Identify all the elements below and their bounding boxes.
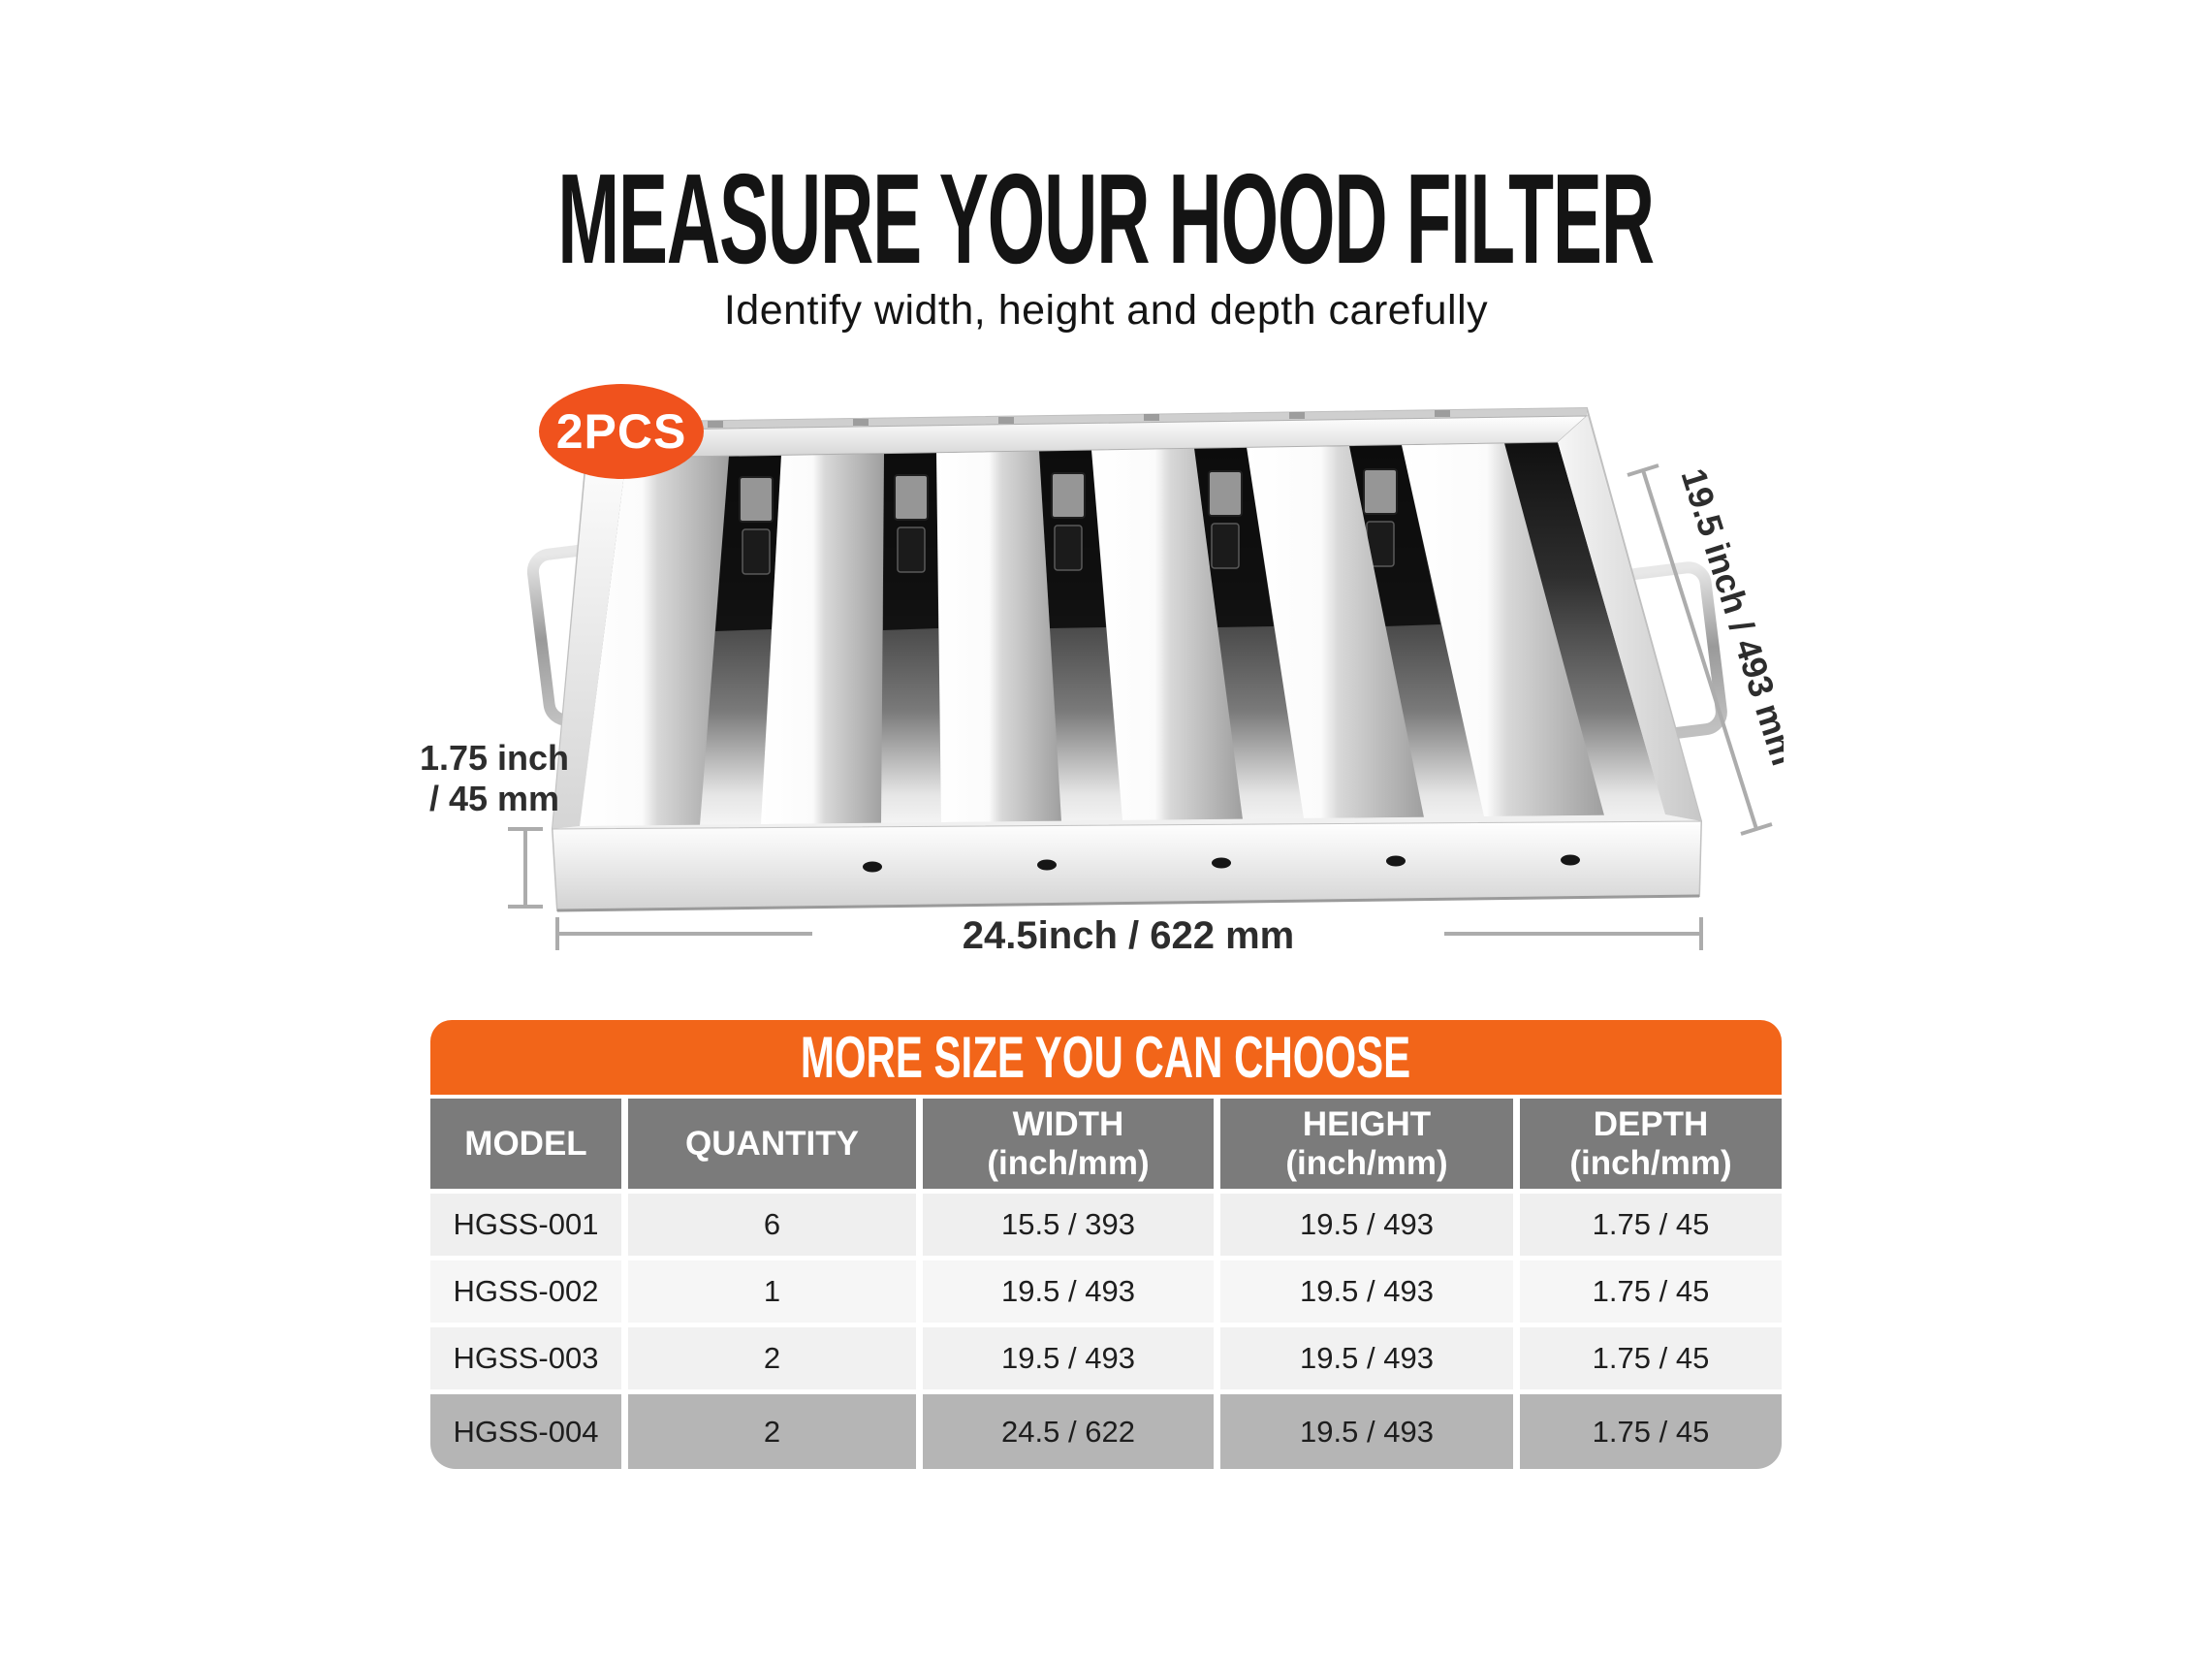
size-table-banner-text: MORE SIZE YOU CAN CHOOSE [801,1025,1411,1090]
cell-height: 19.5 / 493 [1220,1194,1513,1256]
column-header-label: QUANTITY [685,1124,859,1163]
cell-quantity: 6 [628,1194,916,1256]
baffle-stripes [580,443,1604,826]
cell-model: HGSS-002 [430,1260,621,1323]
width-dimension-label: 24.5inch / 622 mm [963,914,1294,950]
cell-depth: 1.75 / 45 [1520,1194,1782,1256]
column-header-sub: (inch/mm) [1569,1143,1732,1182]
size-table-grid: MODEL QUANTITY WIDTH (inch/mm) HEIGHT (i… [430,1099,1782,1469]
cell-model: HGSS-001 [430,1194,621,1256]
depth-dimension-label: 1.75 inch / 45 mm [420,738,569,818]
svg-text:/ 45 mm: / 45 mm [429,779,559,818]
hood-filter-illustration: 19.5 inch / 493 mm 1.75 inch / 45 mm 24.… [420,406,1784,950]
cell-height: 19.5 / 493 [1220,1327,1513,1389]
depth-dimension-line [508,827,543,909]
vent-holes [863,854,1580,873]
quantity-badge: 2PCS [539,384,704,479]
column-header-label: HEIGHT [1302,1105,1432,1144]
column-header-sub: (inch/mm) [1285,1143,1448,1182]
column-header-quantity: QUANTITY [628,1099,916,1189]
column-header-sub: (inch/mm) [987,1143,1150,1182]
column-header-height: HEIGHT (inch/mm) [1220,1099,1513,1189]
column-header-model: MODEL [430,1099,621,1189]
filter-clips [739,468,1398,575]
svg-text:1.75 inch: 1.75 inch [420,738,569,778]
cell-width: 15.5 / 393 [923,1194,1214,1256]
cell-depth: 1.75 / 45 [1520,1394,1782,1469]
front-face [552,820,1702,912]
cell-height: 19.5 / 493 [1220,1394,1513,1469]
page-title-text: MEASURE YOUR HOOD FILTER [557,147,1656,290]
cell-width: 19.5 / 493 [923,1327,1214,1389]
cell-depth: 1.75 / 45 [1520,1260,1782,1323]
rim-notches [708,410,1450,428]
frame-bars [553,408,1701,829]
column-header-width: WIDTH (inch/mm) [923,1099,1214,1189]
page-subtitle: Identify width, height and depth careful… [723,287,1489,334]
cell-quantity: 1 [628,1260,916,1323]
column-header-label: DEPTH [1593,1105,1709,1144]
page-title: MEASURE YOUR HOOD FILTER [0,155,2212,283]
quantity-badge-label: 2PCS [555,404,687,459]
baffle-slots-and-clips [715,445,1440,631]
cell-height: 19.5 / 493 [1220,1260,1513,1323]
cell-model: HGSS-004 [430,1394,621,1469]
cell-model: HGSS-003 [430,1327,621,1389]
cell-quantity: 2 [628,1394,916,1469]
column-header-depth: DEPTH (inch/mm) [1520,1099,1782,1189]
size-table: MORE SIZE YOU CAN CHOOSE MODEL QUANTITY … [430,1020,1782,1469]
cell-width: 24.5 / 622 [923,1394,1214,1469]
width-dimension-line [555,917,1703,950]
cell-quantity: 2 [628,1327,916,1389]
cell-depth: 1.75 / 45 [1520,1327,1782,1389]
column-header-label: MODEL [464,1124,587,1163]
cell-width: 19.5 / 493 [923,1260,1214,1323]
size-table-banner: MORE SIZE YOU CAN CHOOSE [430,1020,1782,1095]
column-header-label: WIDTH [1012,1105,1124,1144]
height-dimension-line [1627,463,1773,836]
